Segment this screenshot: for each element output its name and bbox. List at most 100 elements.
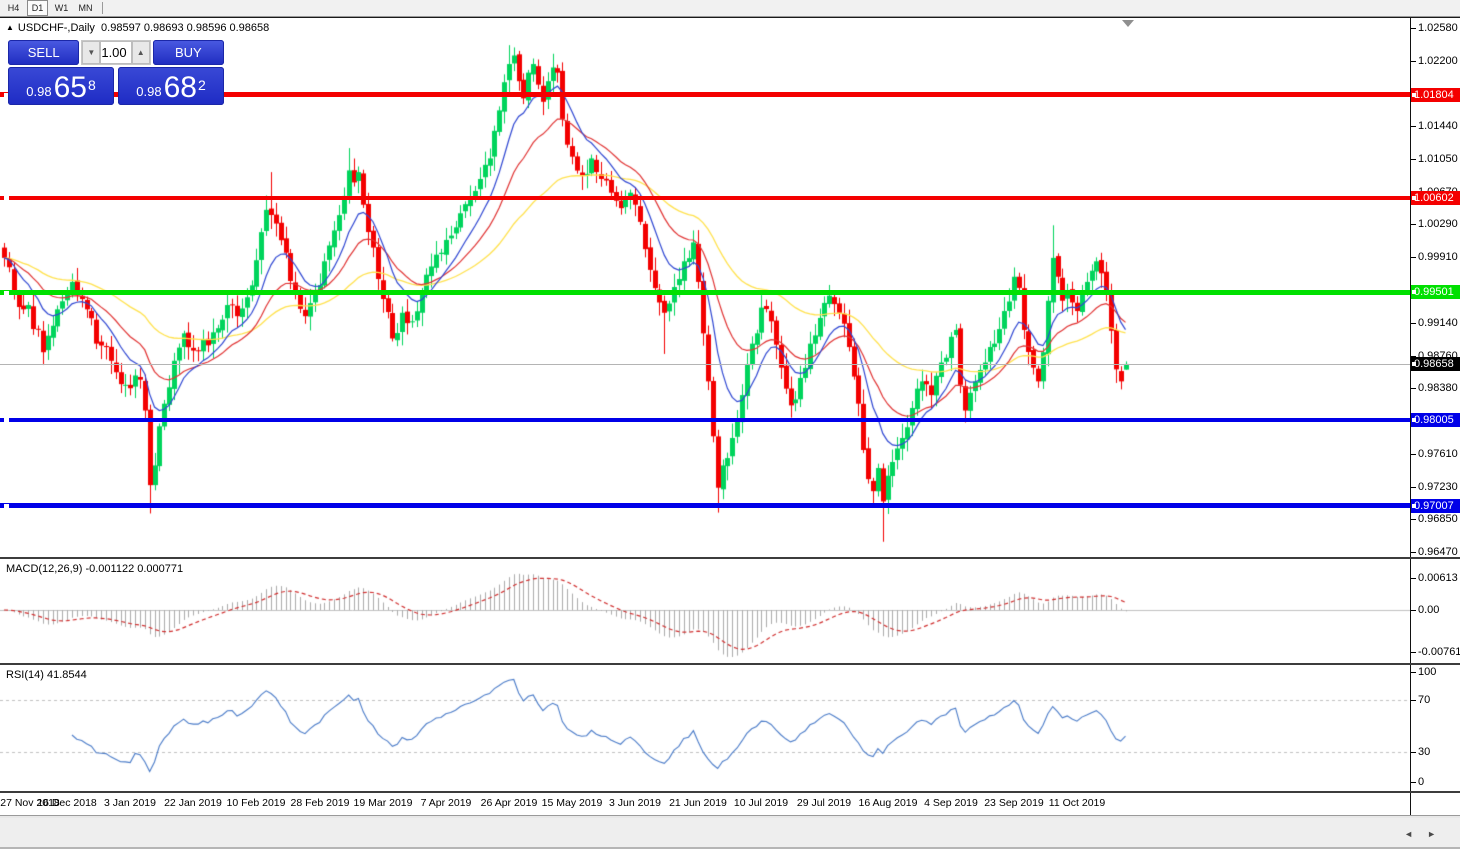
tick-dash	[1411, 551, 1416, 553]
buy-button[interactable]: BUY	[152, 40, 224, 65]
volume-increase-button[interactable]: ▲	[131, 41, 150, 64]
date-axis-label: 28 Feb 2019	[290, 797, 350, 809]
tab-scroll-arrows: ◄►	[1404, 829, 1450, 839]
tick-dash	[1411, 355, 1416, 357]
price-level-badge: 1.00602	[1411, 191, 1460, 205]
timeframe-button-w1[interactable]: W1	[54, 3, 69, 13]
price-axis-tick: 0.97610	[1411, 448, 1458, 460]
tick-dash	[1411, 751, 1416, 753]
line-handle	[4, 418, 9, 422]
current-price-line	[0, 364, 1410, 365]
date-axis-label: 15 May 2019	[541, 797, 603, 809]
horizontal-level-line[interactable]	[0, 196, 1410, 200]
date-axis[interactable]: 27 Nov 2018 16 Dec 2018 3 Jan 2019 22 Jan 2…	[0, 793, 1460, 815]
pane-separator-macd[interactable]	[0, 557, 1460, 559]
price-axis-tick: 0.96850	[1411, 513, 1458, 525]
date-axis-label: 22 Jan 2019	[164, 797, 222, 809]
buy-price-box[interactable]: 0.98 68 2	[118, 67, 224, 105]
sell-price-small: 0.98	[26, 84, 52, 99]
line-handle	[4, 92, 9, 97]
date-axis-label: 16 Aug 2019	[858, 797, 918, 809]
toolbar-separator	[102, 2, 103, 14]
date-axis-label: 16 Dec 2018	[37, 797, 97, 809]
tick-dash	[1411, 577, 1416, 579]
buy-price-small: 0.98	[136, 84, 162, 99]
badge-handle	[1412, 93, 1416, 97]
timeframe-button-h4[interactable]: H4	[7, 3, 20, 13]
sell-price-sup: 8	[87, 77, 96, 93]
rsi-axis-label: 30	[1411, 746, 1430, 758]
badge-handle	[1412, 418, 1416, 422]
tick-dash	[1411, 256, 1416, 258]
sell-price-box[interactable]: 0.98 65 8	[8, 67, 114, 105]
price-level-badge: 0.98005	[1411, 413, 1460, 427]
rsi-indicator-canvas[interactable]	[0, 666, 1410, 791]
rsi-label: RSI(14) 41.8544	[6, 669, 87, 681]
date-axis-label: 19 Mar 2019	[353, 797, 413, 809]
ohlc-values: 0.98597 0.98693 0.98596 0.98658	[101, 22, 270, 34]
date-axis-label: 10 Jul 2019	[733, 797, 789, 809]
tab-strip-groove	[0, 815, 1460, 819]
chart-symbol-title: ▲ USDCHF-,Daily 0.98597 0.98693 0.98596 0…	[6, 22, 269, 34]
tick-dash	[1411, 671, 1416, 673]
tab-scroll-right-icon[interactable]: ►	[1427, 829, 1450, 839]
badge-handle	[1412, 362, 1416, 366]
date-axis-label: 29 Jul 2019	[796, 797, 852, 809]
tick-dash	[1411, 651, 1416, 653]
tick-dash	[1411, 486, 1416, 488]
line-handle	[4, 196, 9, 200]
price-level-badge: 0.99501	[1411, 285, 1460, 299]
date-axis-label: 10 Feb 2019	[226, 797, 286, 809]
rsi-axis-label: 100	[1411, 666, 1436, 678]
pane-separator-rsi[interactable]	[0, 663, 1460, 665]
badge-handle	[1412, 504, 1416, 508]
date-axis-label: 7 Apr 2019	[420, 797, 472, 809]
macd-label: MACD(12,26,9) -0.001122 0.000771	[6, 563, 184, 575]
date-axis-label: 11 Oct 2019	[1048, 797, 1106, 809]
volume-group: ▼ 1.00 ▲	[81, 40, 151, 65]
chart-window-border	[0, 17, 1460, 18]
date-axis-label: 4 Sep 2019	[924, 797, 978, 809]
macd-axis-label: -0.007612	[1411, 646, 1460, 658]
horizontal-level-line[interactable]	[0, 503, 1410, 508]
horizontal-level-line[interactable]	[0, 418, 1410, 422]
line-handle	[4, 503, 9, 508]
sell-button[interactable]: SELL	[8, 40, 80, 65]
tick-dash	[1411, 453, 1416, 455]
symbol-name: USDCHF-,Daily	[17, 22, 95, 34]
date-axis-label: 23 Sep 2019	[984, 797, 1044, 809]
price-level-badge: 0.97007	[1411, 499, 1460, 513]
price-axis-tick: 0.96470	[1411, 546, 1458, 558]
date-axis-label: 26 Apr 2019	[480, 797, 538, 809]
chart-shift-marker[interactable]	[1122, 20, 1134, 27]
timeframe-button-mn[interactable]: MN	[78, 3, 93, 13]
pane-separator-bottom	[0, 791, 1460, 793]
macd-indicator-canvas[interactable]	[0, 559, 1410, 663]
date-axis-label: 3 Jan 2019	[104, 797, 156, 809]
tick-dash	[1411, 518, 1416, 520]
line-handle	[4, 290, 9, 295]
badge-handle	[1412, 196, 1416, 200]
horizontal-level-line[interactable]	[0, 290, 1410, 295]
price-axis-tick: 0.97230	[1411, 481, 1458, 493]
price-axis-tick: 0.99910	[1411, 251, 1458, 263]
volume-decrease-button[interactable]: ▼	[82, 41, 101, 64]
tick-dash	[1411, 60, 1416, 62]
buy-price-sup: 2	[197, 77, 206, 93]
tick-dash	[1411, 781, 1416, 783]
collapse-arrow-icon[interactable]: ▲	[6, 23, 14, 32]
one-click-trading-panel: SELL ▼ 1.00 ▲ BUY 0.98 65 8 0.98 68 2	[8, 40, 224, 105]
tick-dash	[1411, 158, 1416, 160]
tab-scroll-left-icon[interactable]: ◄	[1404, 829, 1428, 839]
horizontal-level-line[interactable]	[0, 92, 1410, 97]
badge-handle	[1412, 290, 1416, 294]
price-level-badge: 1.01804	[1411, 88, 1460, 102]
price-axis-tick: 0.98380	[1411, 382, 1458, 394]
tick-dash	[1411, 609, 1416, 611]
tick-dash	[1411, 699, 1416, 701]
price-axis-tick: 1.02200	[1411, 55, 1458, 67]
volume-input[interactable]: 1.00	[100, 41, 132, 64]
timeframe-toolbar: H4 D1 W1 MN	[0, 0, 1460, 17]
price-chart-canvas[interactable]	[0, 18, 1410, 558]
timeframe-button-d1[interactable]: D1	[27, 0, 48, 16]
